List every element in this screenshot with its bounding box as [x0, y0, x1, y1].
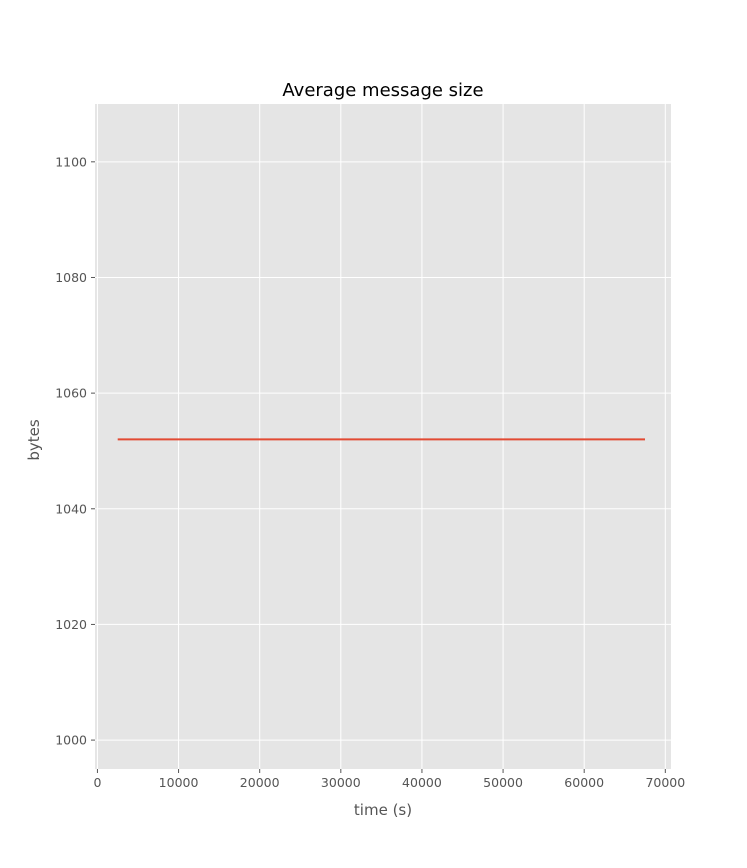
plot-area [95, 104, 671, 769]
x-tick-label: 10000 [159, 775, 199, 790]
x-tick-label: 20000 [240, 775, 280, 790]
y-axis-ticks: 1000 1020 1040 1060 1080 1100 [55, 154, 95, 748]
x-tick-label: 70000 [645, 775, 685, 790]
x-tick-label: 50000 [483, 775, 523, 790]
x-axis-ticks: 0 10000 20000 30000 40000 50000 60000 70000 [93, 769, 685, 790]
y-tick-label: 1040 [55, 501, 87, 516]
grid-lines [95, 104, 671, 769]
y-tick-label: 1080 [55, 270, 87, 285]
y-tick-label: 1060 [55, 386, 87, 401]
y-tick-label: 1100 [55, 154, 87, 169]
y-tick-label: 1000 [55, 733, 87, 748]
x-tick-label: 0 [93, 775, 101, 790]
x-tick-label: 40000 [402, 775, 442, 790]
x-tick-label: 60000 [564, 775, 604, 790]
y-tick-label: 1020 [55, 617, 87, 632]
chart-title: Average message size [282, 80, 483, 101]
y-axis-label: bytes [25, 419, 43, 461]
x-axis-label: time (s) [354, 801, 412, 819]
x-tick-label: 30000 [321, 775, 361, 790]
